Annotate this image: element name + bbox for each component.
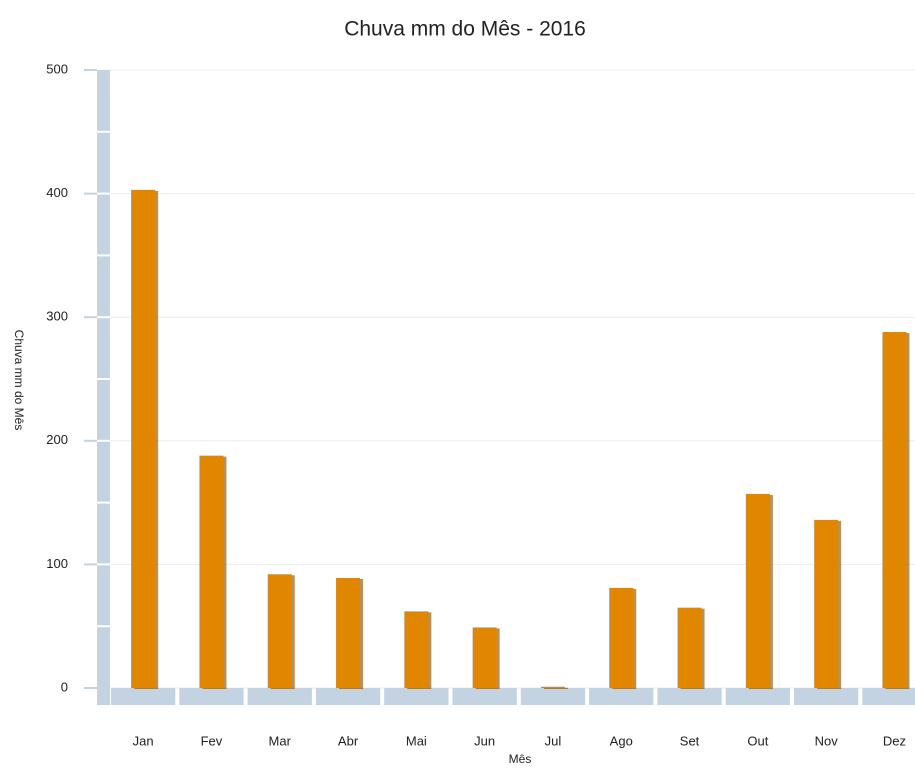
x-axis-band (452, 688, 517, 705)
x-axis-band (111, 688, 176, 705)
bar (677, 607, 702, 688)
bar (131, 189, 156, 688)
x-axis-band (725, 688, 790, 705)
bar (882, 332, 907, 688)
x-axis-band (520, 688, 586, 705)
x-tick-label: Ago (610, 733, 633, 748)
x-tick-label: Jul (545, 733, 562, 748)
x-tick-label: Jan (133, 733, 154, 748)
y-tick-label: 300 (46, 309, 68, 324)
y-tick-label: 500 (46, 61, 68, 76)
x-tick-label: Mai (406, 733, 427, 748)
bar (404, 611, 429, 688)
x-axis-band (315, 688, 381, 705)
x-tick-label: Set (680, 733, 700, 748)
x-tick-label: Nov (815, 733, 839, 748)
x-axis-band (794, 688, 859, 705)
x-tick-label: Fev (201, 733, 223, 748)
y-tick-label: 400 (46, 185, 68, 200)
bar-shadow (543, 687, 568, 689)
bar (267, 574, 292, 688)
x-axis-band (247, 688, 312, 705)
x-axis-band (862, 688, 915, 705)
x-axis-band (179, 688, 244, 705)
x-tick-label: Dez (883, 733, 906, 748)
x-tick-label: Mar (269, 733, 292, 748)
bar (814, 519, 839, 688)
x-tick-label: Abr (338, 733, 359, 748)
y-axis-label: Chuva mm do Mês (12, 330, 26, 431)
x-axis-label: Mês (509, 752, 532, 766)
bar (745, 493, 770, 688)
x-tick-label: Jun (474, 733, 495, 748)
x-tick-label: Out (747, 733, 768, 748)
y-axis-band (97, 70, 110, 705)
x-axis-band (657, 688, 722, 705)
x-axis-band (589, 688, 654, 705)
bar (199, 455, 224, 688)
y-tick-label: 0 (61, 679, 68, 694)
y-tick-label: 200 (46, 432, 68, 447)
bar (540, 686, 565, 688)
chart-title: Chuva mm do Mês - 2016 (344, 18, 586, 41)
y-tick-label: 100 (46, 556, 68, 571)
bar (336, 577, 361, 688)
bar (609, 587, 634, 688)
x-axis-band (384, 688, 449, 705)
bar (472, 627, 497, 688)
